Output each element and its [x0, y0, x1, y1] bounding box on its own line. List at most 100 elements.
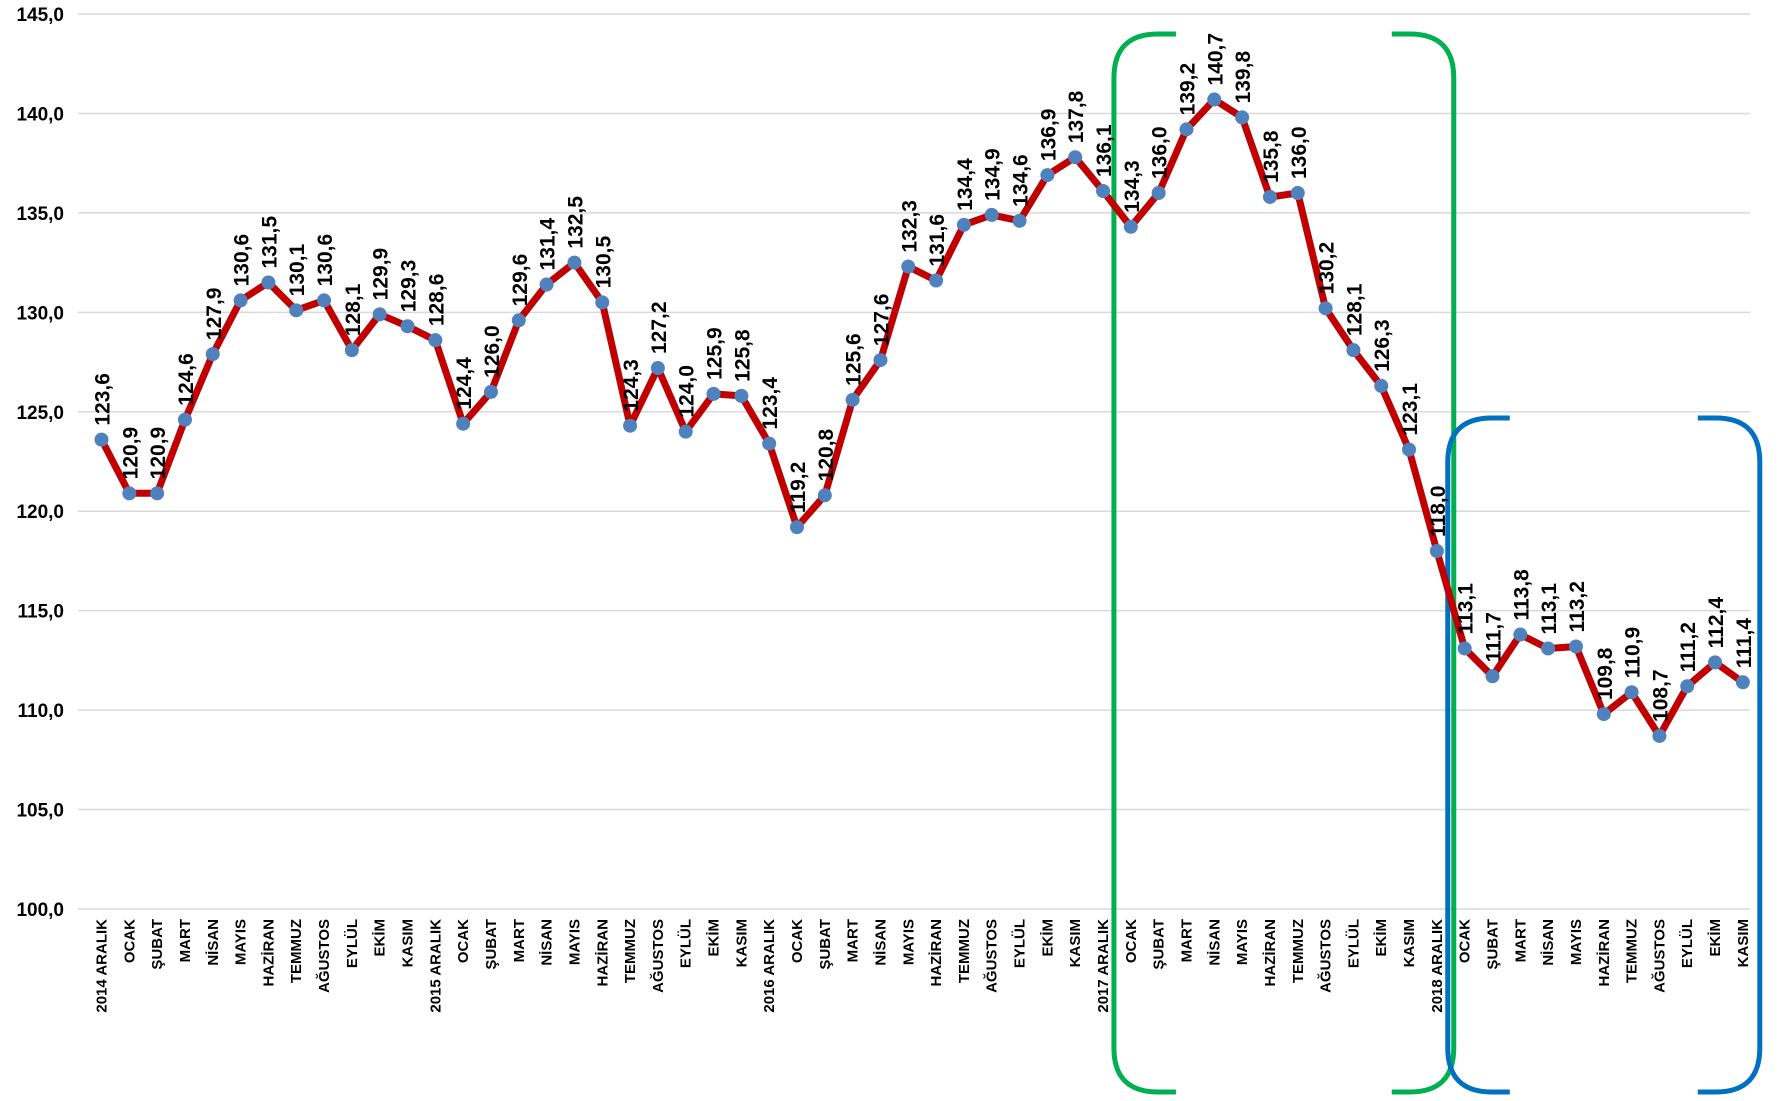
data-point [122, 486, 137, 501]
data-point [1708, 655, 1723, 670]
data-label: 127,6 [870, 294, 893, 347]
y-tick-label: 140,0 [16, 104, 64, 125]
x-tick-label: EKİM [1707, 919, 1724, 957]
x-tick-label: TEMMUZ [622, 919, 639, 983]
data-point [344, 343, 359, 358]
x-tick-label: EKİM [1039, 919, 1056, 957]
data-label: 128,1 [342, 283, 365, 336]
data-label: 126,3 [1371, 319, 1394, 372]
data-label: 137,8 [1065, 90, 1088, 143]
data-point [1151, 186, 1166, 200]
y-tick-label: 130,0 [16, 303, 64, 324]
x-tick-label: HAZİRAN [928, 919, 945, 987]
data-point [150, 486, 165, 501]
x-tick-label: EYLÜL [678, 919, 695, 968]
data-label: 134,4 [954, 158, 977, 211]
x-tick-label: OCAK [121, 919, 138, 963]
x-tick-label: EYLÜL [1679, 919, 1696, 968]
data-label: 120,8 [815, 428, 838, 481]
data-label: 135,8 [1260, 130, 1283, 183]
highlight-brackets [1111, 31, 1763, 1095]
data-label: 125,6 [843, 333, 866, 386]
x-tick-label: NİSAN [1540, 919, 1557, 966]
x-tick-label: EYLÜL [1345, 919, 1362, 968]
x-tick-label: HAZİRAN [594, 919, 611, 987]
data-label: 113,8 [1510, 569, 1533, 621]
data-point [1012, 213, 1027, 228]
x-tick-label: KASIM [1735, 919, 1752, 967]
x-tick-label: MART [1178, 919, 1195, 962]
data-point [1513, 627, 1528, 642]
x-tick-label: MAYIS [1234, 919, 1251, 965]
y-tick-label: 125,0 [16, 403, 64, 424]
data-label: 132,5 [564, 196, 587, 249]
data-label: 127,2 [648, 301, 671, 354]
data-label: 136,9 [1037, 109, 1060, 162]
data-point [1040, 168, 1055, 183]
data-label: 110,9 [1622, 627, 1645, 678]
data-point [539, 277, 554, 292]
data-label: 136,1 [1093, 124, 1116, 177]
x-tick-label: ŞUBAT [817, 919, 834, 970]
data-label: 130,6 [314, 234, 337, 287]
data-point [1596, 707, 1611, 722]
x-tick-label: OCAK [789, 919, 806, 963]
data-label: 108,7 [1649, 669, 1672, 722]
data-label: 123,4 [759, 377, 782, 430]
data-label: 113,1 [1455, 583, 1478, 635]
data-point [1123, 219, 1138, 234]
x-tick-label: NİSAN [205, 919, 222, 966]
data-point [1068, 150, 1083, 165]
y-tick-label: 120,0 [16, 502, 64, 523]
x-tick-label: OCAK [455, 919, 472, 963]
x-tick-label: 2017 ARALIK [1095, 919, 1112, 1013]
x-tick-label: EYLÜL [344, 919, 361, 968]
data-label: 112,4 [1705, 597, 1728, 649]
data-label: 124,3 [620, 359, 643, 412]
data-label: 131,6 [926, 214, 949, 267]
data-point [567, 255, 582, 270]
x-tick-label: EKİM [1373, 919, 1390, 957]
x-tick-label: 2016 ARALIK [761, 919, 778, 1013]
data-point [1290, 186, 1305, 200]
data-point [1207, 92, 1222, 107]
data-label: 130,6 [231, 234, 254, 287]
data-label: 134,9 [982, 148, 1005, 201]
y-tick-label: 115,0 [18, 602, 65, 623]
bracket-right [1391, 31, 1457, 1095]
data-point [1402, 442, 1417, 457]
x-tick-label: KASIM [1401, 919, 1418, 967]
data-label: 140,7 [1204, 33, 1227, 86]
data-point [1624, 685, 1639, 700]
data-label: 126,0 [481, 325, 504, 378]
data-point [873, 353, 888, 368]
y-tick-label: 105,0 [16, 801, 64, 822]
data-point [678, 424, 693, 439]
x-tick-label: KASIM [733, 919, 750, 967]
x-tick-label: MAYIS [566, 919, 583, 965]
data-point [1374, 378, 1389, 393]
data-point [845, 392, 860, 407]
data-label: 136,0 [1149, 126, 1172, 179]
data-label: 113,2 [1566, 581, 1589, 632]
data-label: 128,1 [1343, 283, 1366, 336]
data-label: 123,6 [92, 373, 115, 426]
data-label: 113,1 [1538, 583, 1561, 635]
x-tick-label: ŞUBAT [1485, 919, 1502, 970]
bracket-left [1111, 31, 1176, 1095]
data-point [428, 333, 443, 348]
bracket-right [1697, 415, 1763, 1095]
data-label: 128,6 [425, 274, 448, 327]
x-tick-label: OCAK [1457, 919, 1474, 963]
x-tick-label: ŞUBAT [149, 919, 166, 970]
data-point [901, 259, 916, 274]
data-label: 120,9 [119, 427, 142, 480]
data-label: 118,0 [1427, 486, 1450, 537]
data-point [1735, 675, 1750, 690]
data-point [1096, 184, 1111, 199]
x-tick-label: MART [177, 919, 194, 962]
data-label: 130,1 [286, 243, 309, 296]
y-axis-ticks: 100,0 105,0 110,0 115,0 120,0 125,0 130,0 135,0… [16, 5, 64, 921]
x-tick-label: MAYIS [900, 919, 917, 965]
